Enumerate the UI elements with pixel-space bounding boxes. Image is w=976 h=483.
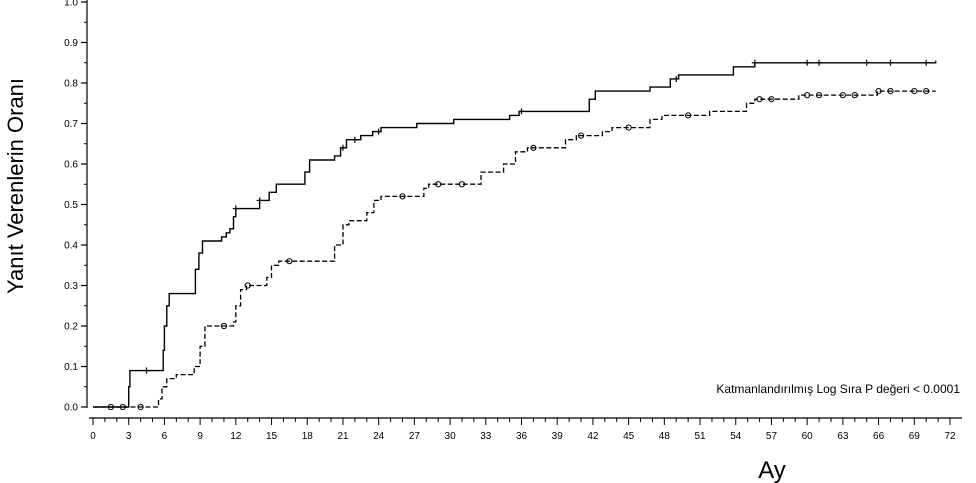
censor-marker [625,124,632,131]
y-tick-label: 0.2 [64,322,78,333]
censor-marker [839,92,846,99]
x-tick-label: 15 [266,431,278,442]
x-tick-label: 27 [409,431,421,442]
censor-marker [286,258,293,265]
censor-marker [816,59,823,66]
y-tick-label: 0.4 [64,241,78,252]
x-tick-label: 33 [480,431,492,442]
censor-marker [685,112,692,119]
x-tick-label: 54 [730,431,742,442]
y-tick-label: 0.1 [64,362,78,373]
censor-marker [887,88,894,95]
censor-marker [804,92,811,99]
censor-marker [244,282,251,289]
x-tick-label: 30 [445,431,457,442]
x-tick-label: 66 [873,431,885,442]
y-tick-label: 0.7 [64,119,78,130]
censor-marker [851,92,858,99]
censor-marker [232,205,239,212]
y-axis-ticks: 0.0 0.1 0.2 0.3 0.4 0.5 0.6 0.7 0.8 0.9 1.0 [64,0,87,414]
series-2 [93,88,936,411]
y-tick-label: 0.6 [64,160,78,171]
censor-marker [375,128,382,135]
x-axis-title: Ay [758,457,786,483]
censor-marker [756,96,763,103]
x-tick-label: 36 [516,431,528,442]
x-tick-label: 3 [126,431,132,442]
y-tick-label: 0.3 [64,281,78,292]
censor-marker [256,197,263,204]
censor-marker [137,403,144,411]
x-tick-label: 69 [909,431,921,442]
x-tick-label: 6 [162,431,168,442]
censor-marker [458,181,466,188]
censor-marker [887,59,894,66]
x-tick-label: 60 [802,431,814,442]
censor-marker [530,144,537,151]
y-tick-label: 1.0 [64,0,78,9]
censor-marker [220,322,228,330]
censor-marker [911,88,918,95]
x-tick-label: 39 [552,431,564,442]
censor-marker [751,59,758,66]
y-tick-label: 0.5 [64,200,78,211]
y-tick-label: 0.9 [64,38,78,49]
censor-marker [143,367,150,374]
x-tick-label: 24 [373,431,385,442]
y-tick-label: 0.0 [64,403,78,414]
x-tick-label: 42 [587,431,599,442]
censor-marker [923,88,930,95]
series-2-line [93,90,936,408]
censor-marker [399,193,406,200]
x-tick-label: 57 [766,431,778,442]
x-tick-label: 51 [694,431,706,442]
x-tick-label: 9 [197,431,203,442]
censor-marker [351,136,358,143]
x-tick-label: 72 [944,431,956,442]
censor-marker [435,181,442,188]
series-1 [93,59,937,408]
censor-marker [863,59,870,66]
x-tick-label: 12 [230,431,242,442]
x-tick-label: 63 [837,431,849,442]
p-value-annotation: Katmanlandırılmış Log Sıra P değeri < 0.… [716,382,960,396]
y-axis-title: Yanıt Verenlerin Oranı [3,78,28,294]
y-tick-label: 0.8 [64,79,78,90]
censor-marker [768,96,775,103]
censor-marker [923,59,930,66]
censor-marker [339,144,346,151]
x-tick-label: 0 [90,431,96,442]
x-axis-ticks: 0 3 6 9 12 15 18 21 24 27 30 33 36 39 42 45 48 51 54 57 60 63… [90,418,956,442]
x-tick-label: 21 [337,431,349,442]
censor-marker [107,403,114,411]
x-tick-label: 18 [302,431,314,442]
x-tick-label: 45 [623,431,635,442]
censor-marker [577,132,585,139]
censor-marker [518,108,525,115]
censor-marker [119,403,126,411]
censor-marker [875,88,882,95]
censor-marker [815,92,823,99]
censor-marker [804,59,811,66]
x-tick-label: 48 [659,431,671,442]
censor-marker [673,75,680,82]
series-group [93,59,937,411]
series-1-line [93,60,937,408]
